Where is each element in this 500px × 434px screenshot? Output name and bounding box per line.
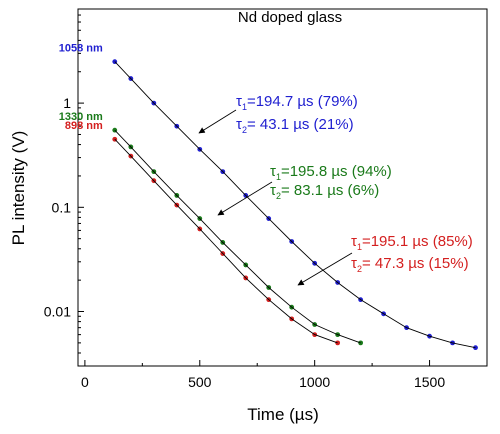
y-tick-label: 1 (63, 95, 71, 111)
series-points (112, 127, 364, 346)
annotation-arrow (198, 109, 237, 134)
y-tick-label: 0.01 (44, 304, 71, 320)
lifetime-annotation: τ1=194.7 µs (79%) τ2= 43.1 µs (21%) (198, 93, 358, 135)
lifetime-annotation: τ1=195.1 µs (85%) τ2= 47.3 µs (15%) (297, 233, 473, 286)
annotations: τ1=194.7 µs (79%) τ2= 43.1 µs (21%) τ1=195… (198, 93, 473, 286)
x-tick-label: 1000 (299, 374, 330, 390)
fit-lines (114, 61, 476, 349)
data-point (335, 340, 341, 346)
series-label: 1330 nm (59, 111, 103, 123)
data-point (473, 345, 478, 351)
chart-title: Nd doped glass (238, 9, 342, 26)
x-tick-label: 1500 (414, 374, 445, 390)
series-label: 898 nm (65, 120, 103, 132)
x-axis-label: Time (µs) (247, 405, 319, 424)
y-tick-label: 0.1 (52, 199, 72, 215)
fit-line (114, 138, 338, 344)
y-axis-label: PL intensity (V) (9, 131, 28, 246)
lifetime-annotation: τ1=195.8 µs (94%)τ2= 83.1 µs (6%) (217, 163, 392, 216)
lifetime-label: τ1=194.7 µs (79%) (236, 93, 358, 112)
lifetime-label: τ2= 43.1 µs (21%) (236, 116, 354, 135)
x-axis: 0 500 1000 1500 (81, 360, 445, 390)
plot-frame (77, 8, 488, 367)
series-label: 1058 nm (59, 43, 103, 55)
x-tick-label: 500 (188, 374, 212, 390)
lifetime-label: τ1=195.1 µs (85%) (351, 233, 473, 252)
lifetime-label: τ2= 47.3 µs (15%) (351, 255, 469, 274)
lifetime-label: τ2= 83.1 µs (6%) (270, 182, 379, 201)
fit-line (114, 129, 361, 344)
x-tick-label: 0 (81, 374, 89, 390)
fit-line (114, 61, 476, 349)
annotation-arrow (297, 252, 353, 286)
data-point (358, 340, 364, 346)
lifetime-label: τ1=195.8 µs (94%) (270, 163, 392, 182)
y-axis: 0.01 0.1 1 (44, 14, 84, 354)
annotation-arrow (217, 181, 273, 216)
